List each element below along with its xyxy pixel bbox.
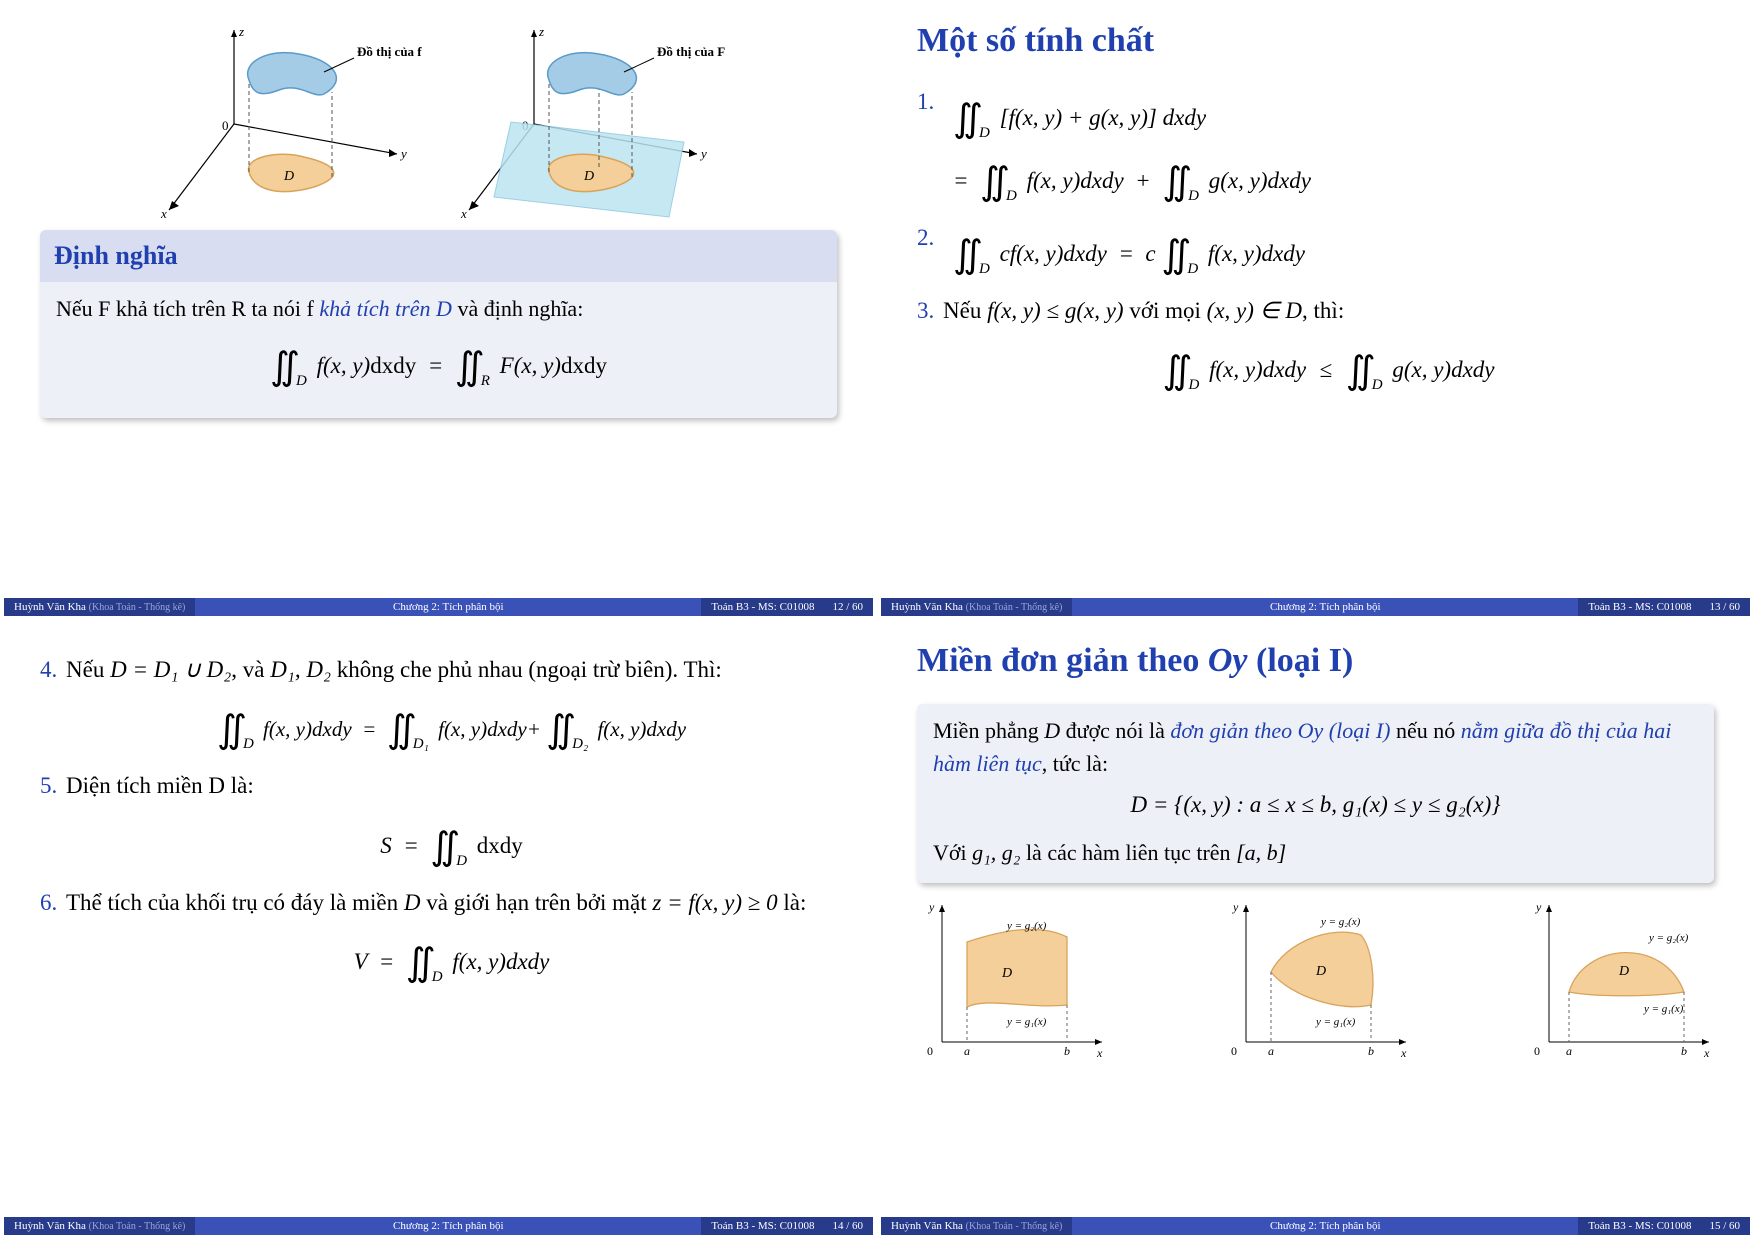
prop-1: 1. ∬D [f(x, y) + g(x, y)] dxdy = ∬D f(x,… — [943, 84, 1714, 206]
region-D-right: D — [583, 169, 594, 184]
slide-12-content: z y x 0 D Đồ thị của f — [40, 22, 837, 598]
slide-15-content: Miền phẳng D được nói là đơn giản theo O… — [917, 696, 1714, 1218]
slide-15: Miền đơn giản theo Oy (loại I) Miền phẳn… — [881, 624, 1750, 1236]
region-fig-1: 0 x y a b D y = g₂(x) y = g₁(x) — [917, 897, 1107, 1067]
svg-text:y = g₁(x): y = g₁(x) — [1643, 1003, 1684, 1015]
footer-course: Toán B3 - MS: C0100813 / 60 — [1578, 598, 1750, 616]
region-row: 0 x y a b D y = g₂(x) y = g₁(x) 0 x — [917, 897, 1714, 1067]
svg-text:y = g₁(x): y = g₁(x) — [1315, 1016, 1356, 1028]
footer-author: Huỳnh Văn Kha (Khoa Toán - Thống kê) — [4, 598, 195, 616]
svg-text:0: 0 — [927, 1044, 933, 1058]
footer-chapter: Chương 2: Tích phân bội — [195, 598, 701, 616]
footer-course: Toán B3 - MS: C0100812 / 60 — [701, 598, 873, 616]
graph-F-label: Đồ thị của F — [657, 44, 725, 59]
svg-text:b: b — [1681, 1044, 1687, 1058]
slide-15-title: Miền đơn giản theo Oy (loại I) — [917, 642, 1714, 680]
svg-text:y: y — [1232, 900, 1239, 914]
svg-text:D: D — [1001, 966, 1012, 981]
slide-13-title: Một số tính chất — [917, 22, 1714, 60]
footer: Huỳnh Văn Kha (Khoa Toán - Thống kê) Chư… — [4, 1217, 873, 1235]
axis-z: z — [238, 24, 244, 39]
footer-author: Huỳnh Văn Kha (Khoa Toán - Thống kê) — [881, 598, 1072, 616]
axis-z: z — [538, 24, 544, 39]
origin: 0 — [222, 118, 229, 133]
prop-4: 4. Nếu D = D₁ ∪ D₂, và D₁, D₂ không che … — [66, 652, 837, 755]
footer-course: Toán B3 - MS: C0100815 / 60 — [1578, 1217, 1750, 1235]
type1-box: Miền phẳng D được nói là đơn giản theo O… — [917, 704, 1714, 884]
slide-14-content: 4. Nếu D = D₁ ∪ D₂, và D₁, D₂ không che … — [40, 642, 837, 1218]
svg-text:y = g₂(x): y = g₂(x) — [1648, 932, 1689, 944]
svg-text:x: x — [1096, 1046, 1103, 1060]
type1-formula: D = {(x, y) : a ≤ x ≤ b, g₁(x) ≤ y ≤ g₂(… — [933, 788, 1698, 823]
prop-6: 6. Thể tích của khối trụ có đáy là miền … — [66, 885, 837, 988]
svg-text:y = g₂(x): y = g₂(x) — [1006, 920, 1047, 932]
definition-body: Nếu F khả tích trên R ta nói f khả tích … — [40, 282, 837, 418]
svg-text:a: a — [1566, 1044, 1572, 1058]
def-text-blue: khả tích trên D — [319, 296, 452, 321]
svg-text:y: y — [928, 900, 935, 914]
svg-text:b: b — [1368, 1044, 1374, 1058]
def-text-b: và định nghĩa: — [452, 296, 583, 321]
def-formula: ∬D f(x, y)dxdy = ∬R F(x, y)dxdy — [56, 333, 821, 390]
svg-text:a: a — [964, 1044, 970, 1058]
definition-box: Định nghĩa Nếu F khả tích trên R ta nói … — [40, 230, 837, 418]
prop-3: 3. Nếu f(x, y) ≤ g(x, y) với mọi (x, y) … — [943, 293, 1714, 396]
svg-text:x: x — [1400, 1046, 1407, 1060]
svg-text:x: x — [1703, 1046, 1710, 1060]
graph-f-label: Đồ thị của f — [357, 44, 422, 59]
svg-text:b: b — [1064, 1044, 1070, 1058]
figure-row: z y x 0 D Đồ thị của f — [40, 22, 837, 222]
svg-text:D: D — [1315, 964, 1326, 979]
footer-chapter: Chương 2: Tích phân bội — [1072, 598, 1578, 616]
def-text-a: Nếu F khả tích trên R ta nói f — [56, 296, 319, 321]
region-fig-2: 0 x y a b D y = g₂(x) y = g₁(x) — [1221, 897, 1411, 1067]
svg-text:D: D — [1618, 964, 1629, 979]
type1-body: Miền phẳng D được nói là đơn giản theo O… — [917, 704, 1714, 884]
footer: Huỳnh Văn Kha (Khoa Toán - Thống kê) Chư… — [881, 1217, 1750, 1235]
svg-text:a: a — [1268, 1044, 1274, 1058]
fig-3d-left: z y x 0 D Đồ thị của f — [149, 22, 429, 222]
slide-13: Một số tính chất 1. ∬D [f(x, y) + g(x, y… — [881, 4, 1750, 616]
svg-text:0: 0 — [1534, 1044, 1540, 1058]
footer-chapter: Chương 2: Tích phân bội — [1072, 1217, 1578, 1235]
footer-author: Huỳnh Văn Kha (Khoa Toán - Thống kê) — [881, 1217, 1072, 1235]
svg-text:y = g₁(x): y = g₁(x) — [1006, 1016, 1047, 1028]
definition-title: Định nghĩa — [40, 230, 837, 282]
footer-course: Toán B3 - MS: C0100814 / 60 — [701, 1217, 873, 1235]
fig-3d-right: z y x 0 D Đồ thị của F — [449, 22, 729, 222]
region-D-left: D — [283, 169, 294, 184]
axis-y: y — [399, 146, 407, 161]
axis-x: x — [460, 206, 467, 221]
svg-text:0: 0 — [1231, 1044, 1237, 1058]
svg-text:y: y — [1535, 900, 1542, 914]
prop-5: 5. Diện tích miền D là: S = ∬D dxdy — [66, 768, 837, 871]
axis-y: y — [699, 146, 707, 161]
prop-2: 2. ∬D cf(x, y)dxdy = c ∬D f(x, y)dxdy — [943, 220, 1714, 279]
axis-x: x — [160, 206, 167, 221]
slide-14: 4. Nếu D = D₁ ∪ D₂, và D₁, D₂ không che … — [4, 624, 873, 1236]
svg-text:y = g₂(x): y = g₂(x) — [1320, 916, 1361, 928]
footer: Huỳnh Văn Kha (Khoa Toán - Thống kê) Chư… — [881, 598, 1750, 616]
region-fig-3: 0 x y a b D y = g₂(x) y = g₁(x) — [1524, 897, 1714, 1067]
footer: Huỳnh Văn Kha (Khoa Toán - Thống kê) Chư… — [4, 598, 873, 616]
slide-13-content: 1. ∬D [f(x, y) + g(x, y)] dxdy = ∬D f(x,… — [917, 76, 1714, 598]
footer-chapter: Chương 2: Tích phân bội — [195, 1217, 701, 1235]
footer-author: Huỳnh Văn Kha (Khoa Toán - Thống kê) — [4, 1217, 195, 1235]
slide-12: z y x 0 D Đồ thị của f — [4, 4, 873, 616]
